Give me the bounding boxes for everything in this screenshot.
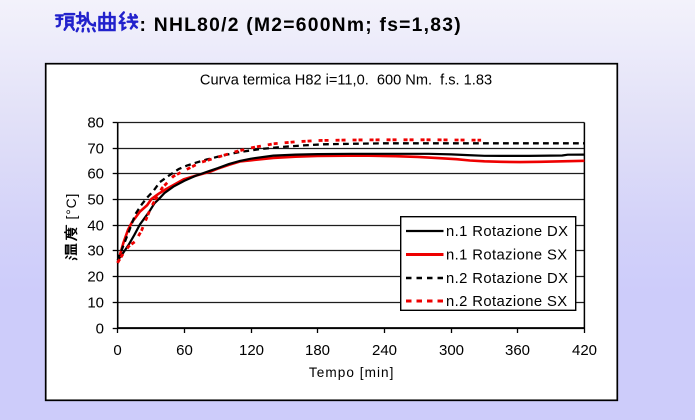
svg-text:70: 70 [87, 141, 104, 158]
svg-text:0: 0 [96, 321, 104, 338]
svg-text:0: 0 [113, 342, 121, 359]
svg-text:120: 120 [239, 342, 264, 359]
svg-text:420: 420 [572, 342, 597, 359]
svg-text:30: 30 [87, 243, 104, 260]
svg-text:n.2 Rotazione SX: n.2 Rotazione SX [446, 294, 568, 310]
svg-text:20: 20 [87, 269, 104, 286]
svg-text:[°C]: [°C] [64, 193, 79, 220]
svg-text:360: 360 [505, 342, 530, 359]
svg-text:Curva termica H82 i=11,0. 600: Curva termica H82 i=11,0. 600 Nm. f.s. 1… [200, 73, 492, 89]
svg-text:300: 300 [439, 342, 464, 359]
svg-text:240: 240 [372, 342, 397, 359]
svg-text:n.1 Rotazione DX: n.1 Rotazione DX [446, 224, 568, 240]
svg-text:n.2 Rotazione DX: n.2 Rotazione DX [446, 271, 568, 287]
svg-text:50: 50 [87, 192, 104, 209]
svg-text:60: 60 [176, 342, 193, 359]
svg-text:180: 180 [305, 342, 330, 359]
svg-text:80: 80 [87, 115, 104, 132]
svg-text:: NHL80/2 (M2=600Nm; fs=1,83): : NHL80/2 (M2=600Nm; fs=1,83) [140, 15, 462, 36]
svg-text:n.1 Rotazione SX: n.1 Rotazione SX [446, 248, 568, 264]
svg-text:40: 40 [87, 218, 104, 235]
svg-text:Tempo [min]: Tempo [min] [309, 365, 395, 380]
svg-text:60: 60 [87, 166, 104, 183]
svg-text:10: 10 [87, 295, 104, 312]
